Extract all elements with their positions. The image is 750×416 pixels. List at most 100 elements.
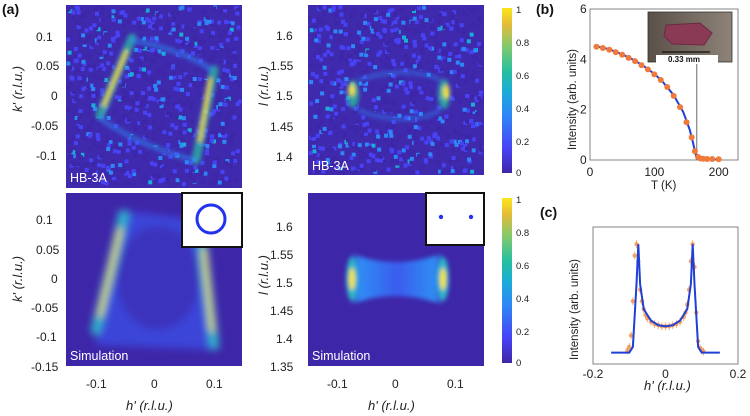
noise-pixel xyxy=(351,166,355,171)
data-point xyxy=(630,299,636,304)
noise-pixel xyxy=(175,104,180,109)
noise-pixel xyxy=(376,131,381,136)
noise-pixel xyxy=(308,17,313,21)
noise-pixel xyxy=(145,8,150,13)
noise-pixel xyxy=(228,31,233,35)
noise-pixel xyxy=(93,181,98,186)
ytick: 1.5 xyxy=(276,89,293,103)
noise-pixel xyxy=(94,25,99,30)
noise-pixel xyxy=(137,102,142,106)
noise-pixel xyxy=(357,165,361,170)
noise-pixel xyxy=(358,81,363,86)
noise-pixel xyxy=(331,67,335,72)
noise-pixel xyxy=(229,109,234,114)
noise-pixel xyxy=(395,161,400,166)
noise-pixel xyxy=(179,175,184,180)
noise-pixel xyxy=(217,138,222,143)
noise-pixel xyxy=(450,165,455,170)
noise-pixel xyxy=(349,156,354,160)
noise-pixel xyxy=(424,138,429,143)
noise-pixel xyxy=(317,17,321,22)
noise-pixel xyxy=(343,84,348,89)
noise-pixel xyxy=(317,39,322,44)
noise-pixel xyxy=(218,102,223,107)
noise-pixel xyxy=(77,53,82,58)
noise-pixel xyxy=(342,161,347,166)
noise-pixel xyxy=(466,6,471,10)
noise-pixel xyxy=(218,133,222,138)
noise-pixel xyxy=(144,133,149,138)
noise-pixel xyxy=(358,125,363,130)
noise-pixel xyxy=(227,178,232,183)
noise-pixel xyxy=(344,117,349,121)
noise-pixel xyxy=(359,133,364,138)
noise-pixel xyxy=(221,177,226,182)
noise-pixel xyxy=(309,118,314,123)
noise-pixel xyxy=(328,76,333,81)
noise-pixel xyxy=(166,180,171,185)
noise-pixel xyxy=(191,167,195,172)
noise-pixel xyxy=(375,158,379,163)
noise-pixel xyxy=(227,23,232,28)
noise-pixel xyxy=(87,54,92,59)
noise-pixel xyxy=(236,32,241,37)
noise-pixel xyxy=(330,94,335,99)
noise-pixel xyxy=(143,110,148,115)
ytick: 1.6 xyxy=(276,220,293,234)
noise-pixel xyxy=(465,139,469,144)
noise-pixel xyxy=(430,46,435,51)
ytick: -0.1 xyxy=(36,330,57,344)
noise-pixel xyxy=(198,39,203,44)
noise-pixel xyxy=(314,38,319,43)
noise-pixel xyxy=(88,133,93,138)
noise-pixel xyxy=(158,14,163,19)
noise-pixel xyxy=(118,163,123,168)
noise-pixel xyxy=(226,5,231,9)
noise-pixel xyxy=(100,92,105,97)
noise-pixel xyxy=(141,91,145,96)
noise-pixel xyxy=(389,98,394,103)
noise-pixel xyxy=(89,33,94,38)
noise-pixel xyxy=(128,106,132,111)
noise-pixel xyxy=(112,181,117,185)
noise-pixel xyxy=(471,8,475,13)
noise-pixel xyxy=(437,162,442,167)
noise-pixel xyxy=(317,33,322,38)
noise-pixel xyxy=(137,58,142,63)
noise-pixel xyxy=(149,58,154,63)
noise-pixel xyxy=(70,76,75,81)
noise-pixel xyxy=(205,152,210,157)
noise-pixel xyxy=(367,61,372,66)
data-point xyxy=(644,66,651,73)
noise-pixel xyxy=(429,139,434,144)
noise-pixel xyxy=(469,119,474,124)
noise-pixel xyxy=(98,52,103,57)
noise-pixel xyxy=(337,144,342,149)
noise-pixel xyxy=(181,58,186,62)
noise-pixel xyxy=(106,143,111,148)
noise-pixel xyxy=(333,158,338,163)
noise-pixel xyxy=(124,74,129,79)
noise-pixel xyxy=(181,116,186,121)
noise-pixel xyxy=(235,7,240,12)
noise-pixel xyxy=(228,62,233,67)
noise-pixel xyxy=(404,41,409,46)
noise-pixel xyxy=(420,164,425,169)
data-point xyxy=(664,84,671,91)
noise-pixel xyxy=(191,51,195,56)
noise-pixel xyxy=(312,140,317,145)
noise-pixel xyxy=(142,176,147,181)
noise-pixel xyxy=(396,76,401,81)
noise-pixel xyxy=(462,72,467,77)
noise-pixel xyxy=(370,86,375,91)
noise-pixel xyxy=(210,111,215,116)
noise-pixel xyxy=(311,72,315,77)
noise-pixel xyxy=(233,158,238,163)
noise-pixel xyxy=(112,110,117,115)
noise-pixel xyxy=(153,83,158,88)
noise-pixel xyxy=(176,163,181,168)
noise-pixel xyxy=(83,88,88,93)
noise-pixel xyxy=(402,35,406,40)
noise-pixel xyxy=(405,57,410,61)
noise-pixel xyxy=(312,144,316,149)
